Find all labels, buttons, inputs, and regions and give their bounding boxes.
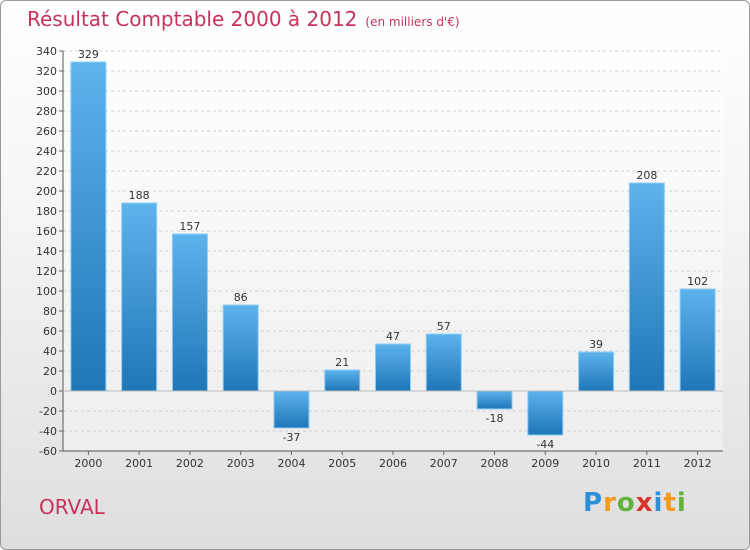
x-tick-label: 2008 xyxy=(481,457,509,470)
data-label: 21 xyxy=(335,356,349,369)
title-text: Résultat Comptable 2000 à 2012 xyxy=(27,7,358,31)
x-tick-label: 2009 xyxy=(531,457,559,470)
bar xyxy=(679,288,716,392)
y-tick-label: 0 xyxy=(50,385,57,398)
bar xyxy=(121,202,158,392)
x-tick-label: 2004 xyxy=(277,457,305,470)
data-label: 208 xyxy=(636,169,657,182)
data-label: 188 xyxy=(129,189,150,202)
y-tick-label: 220 xyxy=(36,165,57,178)
y-tick-label: 100 xyxy=(36,285,57,298)
y-tick-label: 20 xyxy=(43,365,57,378)
y-tick-label: 280 xyxy=(36,105,57,118)
data-label: 86 xyxy=(234,291,248,304)
y-tick-label: 260 xyxy=(36,125,57,138)
x-tick-label: 2006 xyxy=(379,457,407,470)
y-tick-label: 140 xyxy=(36,245,57,258)
y-tick-label: 40 xyxy=(43,345,57,358)
bar xyxy=(527,390,564,436)
y-tick-label: 320 xyxy=(36,65,57,78)
logo-letter: t xyxy=(663,488,677,518)
y-tick-label: 180 xyxy=(36,205,57,218)
data-label: 157 xyxy=(179,220,200,233)
bar xyxy=(222,304,259,392)
bar xyxy=(375,343,411,392)
logo-letter: x xyxy=(635,488,654,518)
y-tick-label: 80 xyxy=(43,305,57,318)
x-tick-label: 2012 xyxy=(684,457,712,470)
data-label: 39 xyxy=(589,338,603,351)
bar xyxy=(273,390,310,429)
x-tick-label: 2011 xyxy=(633,457,661,470)
chart-subtitle: (en milliers d'€) xyxy=(365,15,460,29)
data-label: -37 xyxy=(282,431,300,444)
bar xyxy=(324,369,361,392)
x-tick-label: 2010 xyxy=(582,457,610,470)
bar xyxy=(425,333,462,392)
data-label: 57 xyxy=(437,320,451,333)
data-label: -18 xyxy=(486,412,504,425)
data-label: 102 xyxy=(687,275,708,288)
y-tick-label: -60 xyxy=(39,445,57,458)
logo-letter: i xyxy=(653,488,664,518)
data-label: -44 xyxy=(536,438,554,451)
y-tick-label: -20 xyxy=(39,405,57,418)
bar xyxy=(476,390,513,410)
logo-letter: i xyxy=(676,488,687,518)
x-tick-label: 2007 xyxy=(430,457,458,470)
chart-title: Résultat Comptable 2000 à 2012 (en millie… xyxy=(27,7,460,31)
bar xyxy=(70,61,107,392)
data-label: 329 xyxy=(78,48,99,61)
data-label: 47 xyxy=(386,330,400,343)
x-tick-label: 2000 xyxy=(74,457,102,470)
commune-name: ORVAL xyxy=(39,495,105,519)
logo-letter: r xyxy=(603,488,617,518)
y-tick-label: 240 xyxy=(36,145,57,158)
y-tick-label: 60 xyxy=(43,325,57,338)
y-tick-label: 200 xyxy=(36,185,57,198)
x-tick-label: 2001 xyxy=(125,457,153,470)
y-tick-label: 120 xyxy=(36,265,57,278)
y-tick-label: -40 xyxy=(39,425,57,438)
logo-letter: P xyxy=(583,488,604,518)
bar xyxy=(578,351,615,392)
logo-letter: o xyxy=(616,488,636,518)
bar xyxy=(171,233,208,392)
y-tick-label: 300 xyxy=(36,85,57,98)
x-tick-label: 2005 xyxy=(328,457,356,470)
bar xyxy=(628,182,665,392)
y-tick-label: 160 xyxy=(36,225,57,238)
x-tick-label: 2002 xyxy=(176,457,204,470)
proxiti-logo: Proxiti xyxy=(583,488,687,518)
y-tick-label: 340 xyxy=(36,45,57,58)
x-tick-label: 2003 xyxy=(227,457,255,470)
